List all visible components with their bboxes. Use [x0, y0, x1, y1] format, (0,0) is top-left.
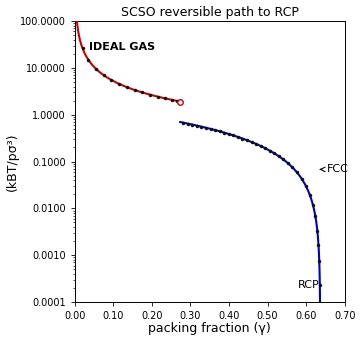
Y-axis label: (kBT/pσ³): (kBT/pσ³): [5, 132, 18, 191]
Title: SCSO reversible path to RCP: SCSO reversible path to RCP: [121, 5, 299, 18]
Text: FCC: FCC: [321, 164, 348, 174]
X-axis label: packing fraction (γ): packing fraction (γ): [148, 323, 271, 336]
Text: IDEAL GAS: IDEAL GAS: [90, 42, 156, 52]
Text: RCP: RCP: [298, 280, 319, 290]
